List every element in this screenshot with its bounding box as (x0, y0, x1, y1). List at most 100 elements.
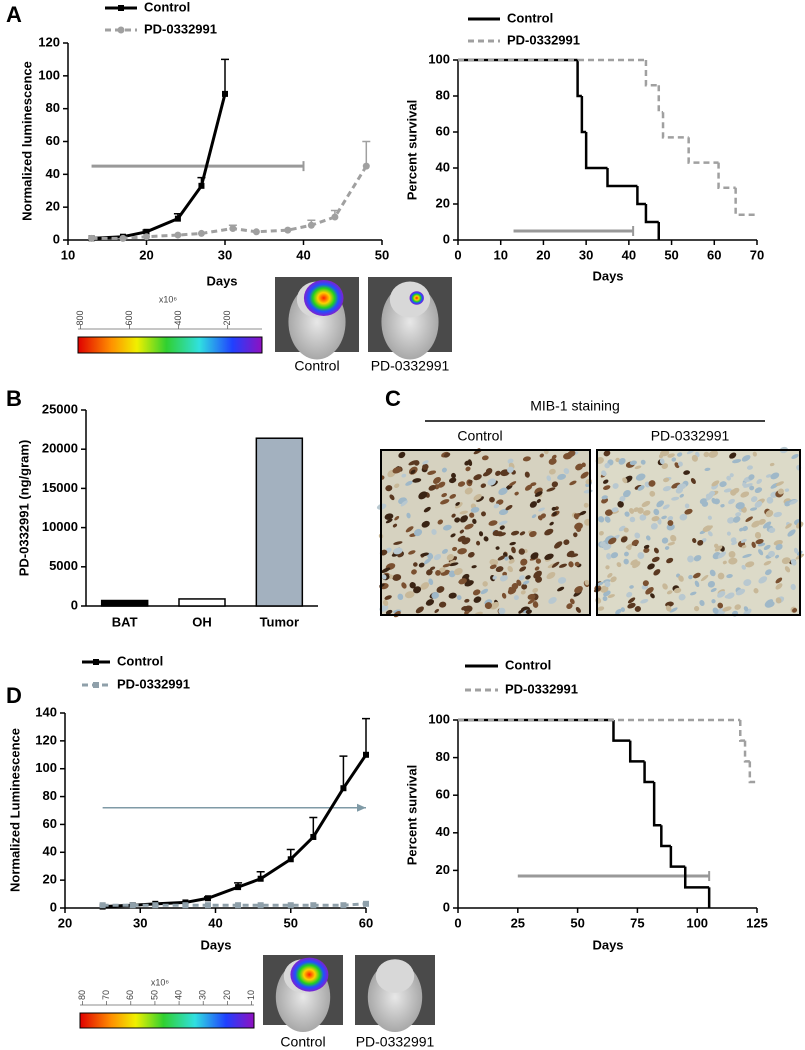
nucleus (581, 462, 586, 468)
nucleus (530, 482, 537, 487)
nucleus (752, 451, 757, 457)
nucleus (458, 578, 467, 585)
nucleus (642, 580, 649, 587)
survival-step (652, 782, 662, 827)
survival-step (657, 85, 664, 114)
nucleus (392, 574, 402, 581)
x-tick-label: 25 (511, 915, 525, 930)
nucleus (505, 504, 513, 511)
nucleus (616, 562, 622, 568)
nucleus (627, 602, 636, 609)
y-tick-label: 0 (443, 231, 450, 246)
x-tick-label: 50 (570, 915, 584, 930)
nucleus (549, 468, 556, 475)
nucleus (520, 558, 528, 566)
nucleus (651, 516, 660, 522)
nucleus (618, 457, 626, 465)
nucleus (544, 528, 554, 536)
micrograph (593, 446, 805, 617)
nucleus (684, 503, 690, 509)
nucleus (433, 554, 442, 561)
marker (257, 902, 264, 909)
nucleus (751, 520, 761, 528)
nucleus (709, 569, 716, 577)
colorbar-label: 40 (173, 990, 183, 1000)
x-axis-label: Days (200, 937, 231, 952)
y-tick-label: 60 (436, 787, 450, 802)
y-tick-label: 100 (38, 67, 60, 82)
x-tick-label: 125 (746, 915, 768, 930)
nucleus (606, 553, 612, 560)
survival-step (628, 740, 645, 763)
nucleus (619, 495, 626, 502)
nucleus (669, 607, 678, 613)
nucleus (524, 484, 533, 491)
nucleus (569, 553, 579, 558)
survival-step (687, 137, 719, 164)
nucleus (573, 532, 578, 538)
nucleus (563, 468, 570, 475)
nucleus (640, 598, 649, 604)
nucleus (601, 470, 607, 477)
nucleus (775, 554, 780, 559)
error-bar (221, 58, 229, 94)
y-axis-label: Normalized luminescence (19, 61, 34, 221)
nucleus (548, 458, 557, 465)
marker (229, 225, 237, 233)
nucleus (751, 541, 756, 548)
nucleus (603, 479, 609, 484)
x-tick-label: 100 (686, 915, 708, 930)
nucleus (394, 516, 400, 521)
nucleus (563, 539, 570, 545)
nucleus (766, 496, 774, 504)
nucleus (460, 515, 468, 523)
nucleus (790, 583, 796, 591)
nucleus (626, 591, 633, 598)
nucleus (754, 487, 763, 494)
nucleus (405, 480, 413, 486)
nucleus (381, 574, 387, 580)
marker (204, 902, 211, 909)
nucleus (602, 543, 609, 549)
nucleus (385, 485, 393, 492)
marker (99, 902, 106, 909)
nucleus (427, 470, 437, 475)
nucleus (661, 537, 669, 544)
nucleus (584, 579, 590, 586)
nucleus (579, 510, 587, 516)
nucleus (427, 552, 434, 560)
nucleus (461, 606, 468, 611)
nucleus (457, 548, 467, 555)
nucleus (468, 479, 473, 484)
nucleus (434, 608, 440, 614)
nucleus (464, 523, 474, 530)
nucleus (730, 537, 737, 543)
nucleus (495, 566, 504, 572)
nucleus (719, 481, 727, 488)
x-tick-label: 20 (536, 247, 550, 262)
nucleus (472, 518, 477, 524)
nucleus (498, 487, 508, 496)
nucleus (529, 530, 537, 538)
nucleus (707, 580, 716, 588)
nucleus (509, 541, 516, 546)
nucleus (490, 601, 500, 610)
nucleus (507, 566, 514, 573)
nucleus (557, 586, 565, 592)
nucleus (385, 518, 393, 524)
colorbar-label: 30 (198, 990, 208, 1000)
nucleus (660, 449, 670, 457)
nucleus (438, 601, 447, 608)
marker (117, 26, 125, 34)
x-tick-label: 50 (375, 247, 389, 262)
series-line (91, 93, 227, 240)
nucleus (671, 496, 680, 501)
nucleus (583, 502, 589, 508)
y-tick-label: 100 (428, 51, 450, 66)
nucleus (678, 575, 684, 582)
nucleus (626, 545, 632, 551)
nucleus (699, 498, 707, 505)
colorbar-label: 10 (246, 990, 256, 1000)
nucleus (734, 604, 742, 610)
nucleus (495, 470, 501, 476)
